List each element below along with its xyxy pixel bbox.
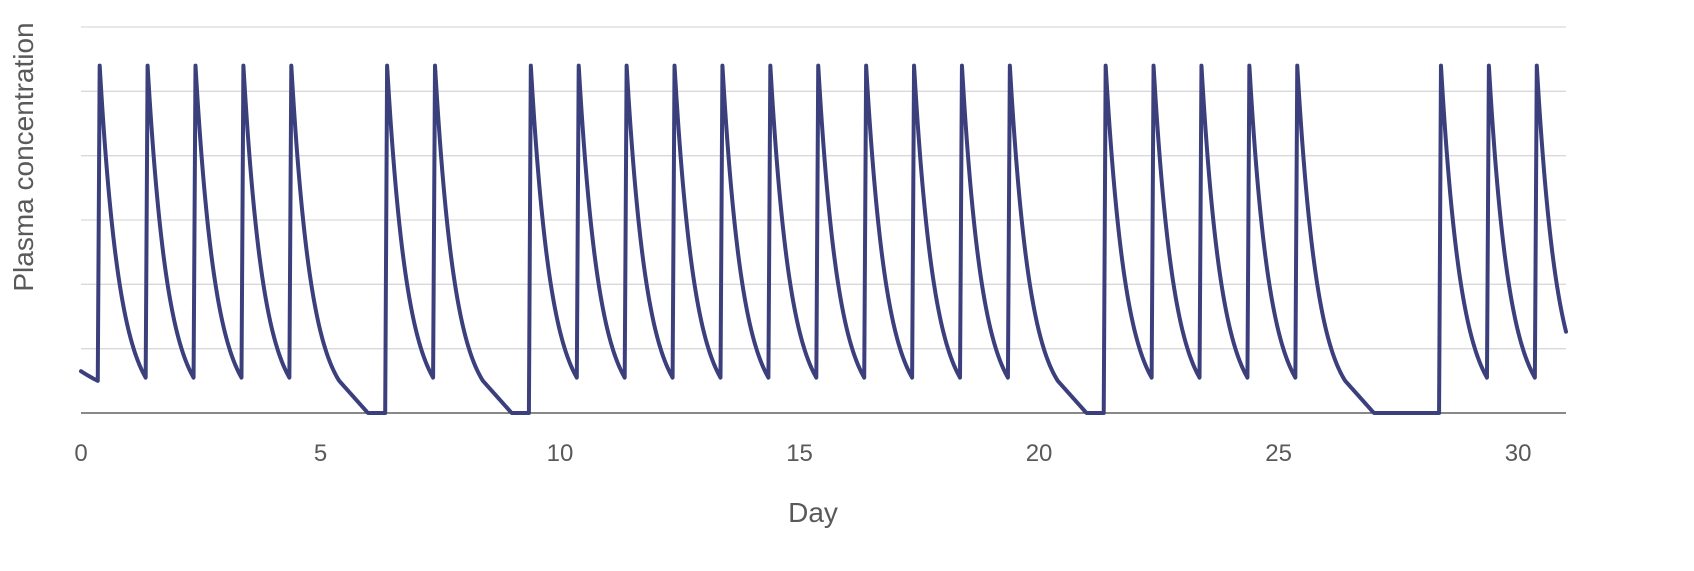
- x-tick-label-25: 25: [1265, 440, 1292, 467]
- x-tick-labels: 0 5 10 15 20 25 30: [74, 440, 1531, 467]
- x-tick-label-30: 30: [1505, 440, 1532, 467]
- series-line-plasma-concentration: [79, 63, 1568, 415]
- x-tick-label-15: 15: [786, 440, 813, 467]
- x-tick-label-20: 20: [1026, 440, 1053, 467]
- x-tick-label-5: 5: [314, 440, 327, 467]
- x-axis-title: Day: [788, 497, 838, 528]
- x-tick-label-0: 0: [74, 440, 87, 467]
- x-tick-label-10: 10: [547, 440, 574, 467]
- y-axis-title: Plasma concentration: [8, 22, 39, 291]
- gridlines: [81, 26, 1566, 350]
